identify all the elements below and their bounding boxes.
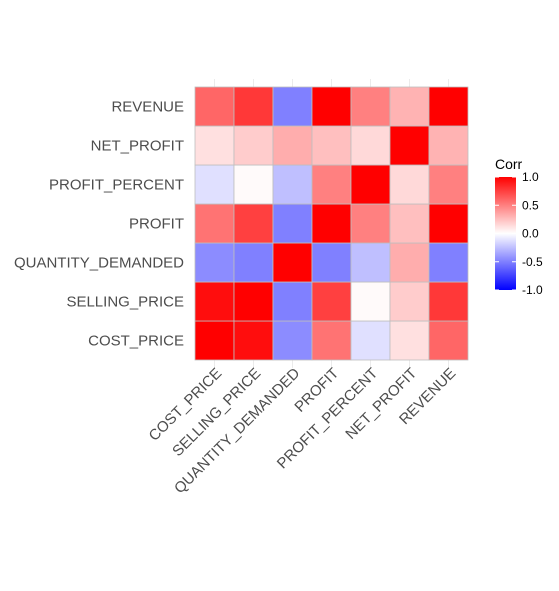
heatmap-cell (350, 203, 391, 244)
heatmap-cell (428, 203, 469, 244)
heatmap-cell (194, 203, 235, 244)
heatmap-cell (311, 164, 352, 205)
heatmap-cell (428, 125, 469, 166)
heatmap-cell (194, 86, 235, 127)
heatmap-cell (233, 164, 274, 205)
heatmap-cell (389, 86, 430, 127)
legend-title: Corr (495, 156, 523, 172)
heatmap-cell (233, 242, 274, 283)
heatmap-cell (428, 320, 469, 361)
heatmap-cell (311, 281, 352, 322)
heatmap-cell (311, 125, 352, 166)
heatmap-cell (233, 86, 274, 127)
heatmap-cell (194, 164, 235, 205)
legend-tick-label: 1.0 (522, 170, 539, 184)
heatmap-cell (311, 320, 352, 361)
heatmap-cells (194, 86, 469, 361)
heatmap-cell (389, 281, 430, 322)
heatmap-cell (428, 242, 469, 283)
heatmap-cell (350, 125, 391, 166)
heatmap-cell (233, 281, 274, 322)
heatmap-cell (272, 320, 313, 361)
heatmap-cell (350, 281, 391, 322)
legend-tick-label: 0.5 (522, 198, 539, 212)
legend-tick-label: -1.0 (522, 283, 543, 297)
heatmap-cell (389, 164, 430, 205)
heatmap-cell (389, 320, 430, 361)
heatmap-cell (350, 320, 391, 361)
heatmap-cell (272, 242, 313, 283)
y-axis-tick-labels: COST_PRICE SELLING_PRICE QUANTITY_DEMANDED… (14, 99, 184, 350)
heatmap-cell (428, 281, 469, 322)
heatmap-cell (389, 125, 430, 166)
y-tick-label: QUANTITY_DEMANDED (14, 255, 184, 272)
heatmap-cell (194, 242, 235, 283)
heatmap-cell (272, 86, 313, 127)
heatmap-cell (350, 86, 391, 127)
heatmap-cell (311, 242, 352, 283)
heatmap-cell (272, 203, 313, 244)
heatmap-cell (389, 203, 430, 244)
heatmap-cell (233, 203, 274, 244)
heatmap-cell (428, 164, 469, 205)
legend-ticks: 1.0 0.5 0.0 -0.5 -1.0 (495, 170, 543, 297)
heatmap-cell (428, 86, 469, 127)
heatmap-cell (272, 281, 313, 322)
heatmap-cell (233, 125, 274, 166)
heatmap-cell (350, 164, 391, 205)
y-tick-label: PROFIT_PERCENT (49, 177, 184, 194)
y-tick-label: NET_PROFIT (91, 138, 184, 155)
legend-tick-label: 0.0 (522, 227, 539, 241)
y-tick-label: SELLING_PRICE (66, 294, 184, 311)
y-tick-label: PROFIT (129, 216, 184, 233)
heatmap-cell (311, 86, 352, 127)
heatmap-cell (233, 320, 274, 361)
y-tick-label: COST_PRICE (88, 333, 184, 350)
heatmap-cell (389, 242, 430, 283)
heatmap-cell (194, 281, 235, 322)
heatmap-cell (194, 125, 235, 166)
heatmap-cell (272, 125, 313, 166)
x-axis-tick-labels: COST_PRICESELLING_PRICEQUANTITY_DEMANDED… (146, 365, 460, 497)
legend-tick-label: -0.5 (522, 255, 543, 269)
legend: Corr 1.0 0.5 0.0 -0.5 -1.0 (495, 156, 543, 297)
heatmap-cell (311, 203, 352, 244)
y-tick-label: REVENUE (111, 99, 184, 116)
heatmap-cell (350, 242, 391, 283)
legend-colorbar (495, 177, 516, 290)
heatmap-cell (272, 164, 313, 205)
heatmap-cell (194, 320, 235, 361)
